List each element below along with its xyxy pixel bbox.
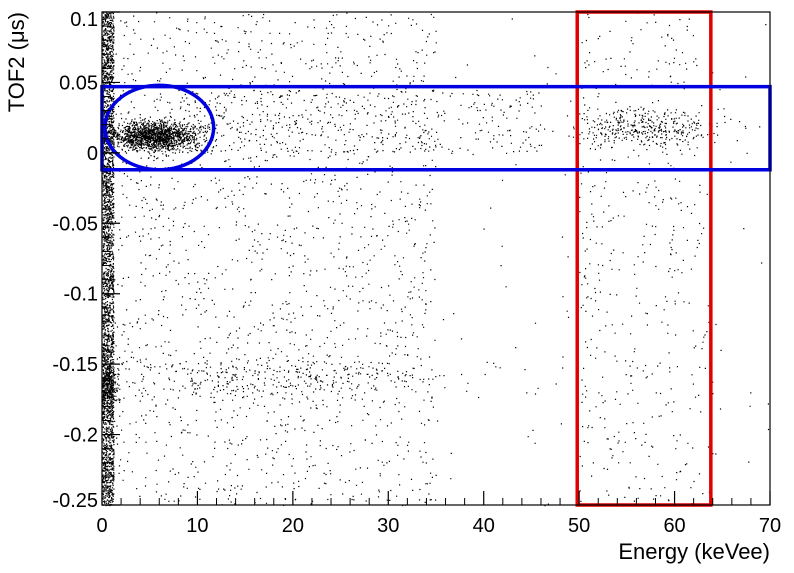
x-tick-label: 10 — [186, 515, 208, 537]
x-tick-label: 0 — [96, 515, 107, 537]
y-tick-label: 0 — [87, 143, 98, 165]
y-tick-label: -0.05 — [52, 213, 98, 235]
x-tick-label: 70 — [759, 515, 781, 537]
y-axis-title: TOF2 (μs) — [4, 12, 29, 112]
x-tick-label: 30 — [377, 515, 399, 537]
x-tick-label: 20 — [282, 515, 304, 537]
x-tick-label: 40 — [473, 515, 495, 537]
x-tick-label: 60 — [663, 515, 685, 537]
selection-regions — [100, 10, 772, 507]
y-tick-label: -0.2 — [64, 425, 98, 447]
plot-frame — [101, 11, 771, 506]
y-axis: -0.25 -0.2 -0.15 -0.1 -0.05 0 0.05 0.1 — [52, 9, 120, 512]
blue-selection-ellipse — [103, 83, 216, 172]
y-tick-label: -0.1 — [64, 284, 98, 306]
y-tick-label: 0.05 — [59, 72, 98, 94]
x-axis: 0 10 20 30 40 50 60 70 — [96, 491, 781, 537]
x-tick-label: 50 — [568, 515, 590, 537]
y-tick-label: -0.25 — [52, 490, 98, 512]
x-axis-title: Energy (keVee) — [618, 539, 770, 564]
y-tick-label: -0.15 — [52, 354, 98, 376]
y-tick-label: 0.1 — [70, 9, 98, 31]
